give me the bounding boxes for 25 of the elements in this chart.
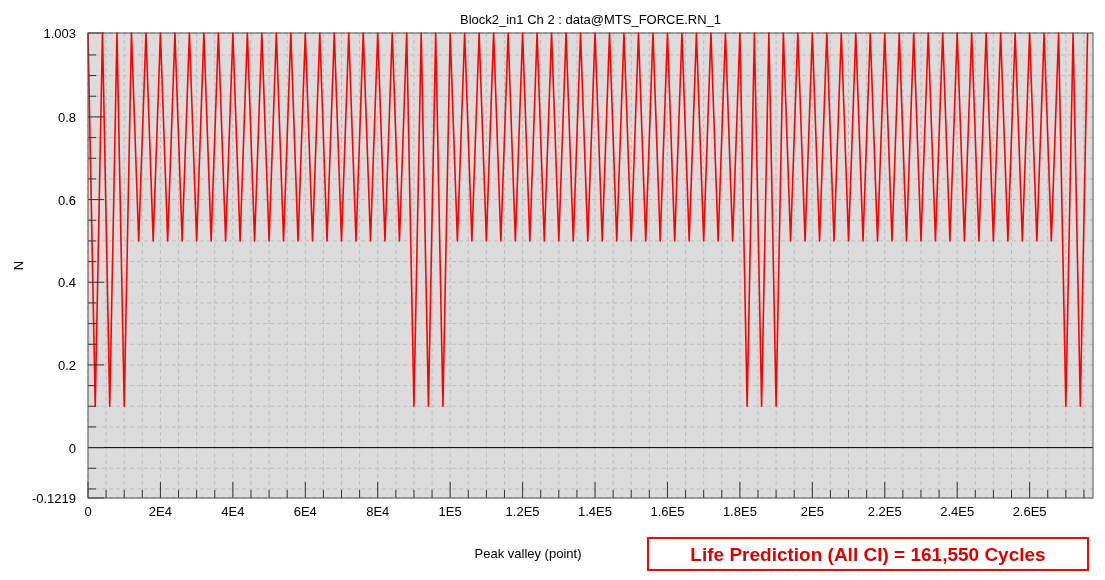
x-tick-label: 2.4E5 bbox=[940, 504, 975, 519]
x-tick-label: 6E4 bbox=[293, 504, 317, 519]
x-tick-label: 4E4 bbox=[221, 504, 245, 519]
x-axis-title: Peak valley (point) bbox=[474, 546, 582, 561]
y-tick-label: -0.1219 bbox=[31, 491, 76, 506]
x-tick-label: 1.4E5 bbox=[578, 504, 613, 519]
y-tick-label: 0.8 bbox=[57, 109, 76, 125]
y-tick-label: 0.4 bbox=[57, 275, 76, 291]
x-tick-label: 0 bbox=[84, 504, 92, 519]
y-tick-label: 1.003 bbox=[43, 26, 76, 41]
y-axis-title: N bbox=[11, 260, 26, 271]
y-tick-label: 0.6 bbox=[57, 192, 76, 208]
x-tick-label: 2.2E5 bbox=[867, 504, 902, 519]
x-tick-label: 1.8E5 bbox=[722, 504, 757, 519]
y-tick-label: 0.2 bbox=[57, 357, 76, 373]
x-tick-label: 1E5 bbox=[438, 504, 462, 519]
y-tick-label: 0 bbox=[68, 440, 76, 456]
x-tick-label: 1.6E5 bbox=[650, 504, 685, 519]
x-tick-label: 2E4 bbox=[148, 504, 172, 519]
x-tick-label: 1.2E5 bbox=[505, 504, 540, 519]
chart-title: Block2_in1 Ch 2 : data@MTS_FORCE.RN_1 bbox=[459, 12, 722, 27]
x-tick-label: 8E4 bbox=[366, 504, 390, 519]
text: Life Prediction (All CI) = 161,550 Cycles bbox=[690, 544, 1046, 565]
x-tick-label: 2E5 bbox=[800, 504, 824, 519]
x-tick-label: 2.6E5 bbox=[1012, 504, 1047, 519]
